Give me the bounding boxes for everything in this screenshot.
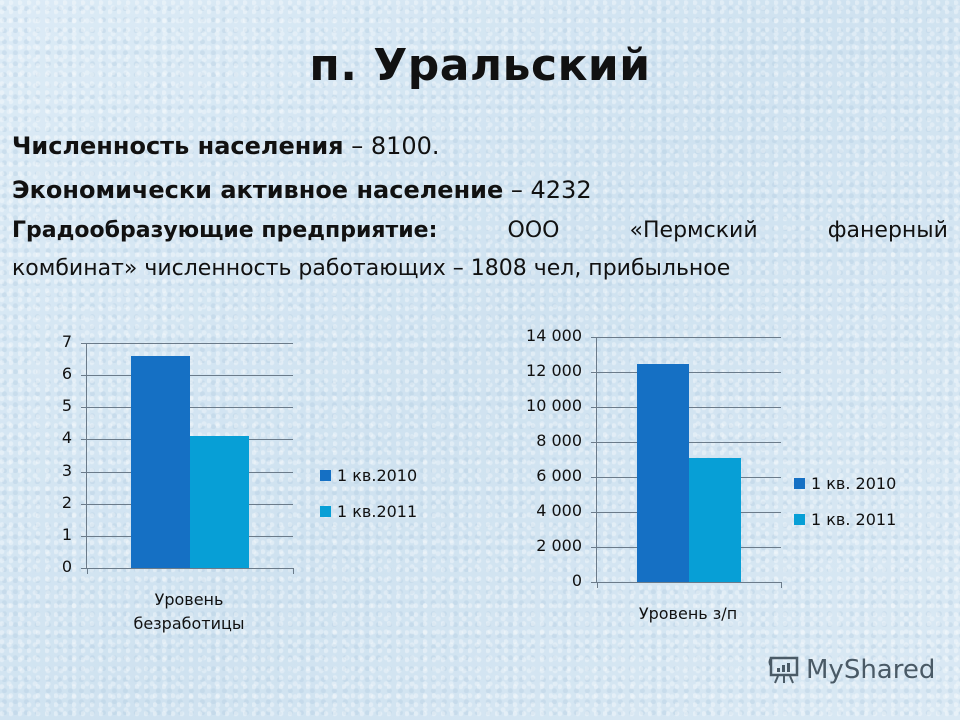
bar-2011 [190, 436, 249, 568]
category-label-line: Уровень з/п [638, 604, 738, 623]
legend-swatch-icon [320, 470, 331, 481]
y-tick-label: 5 [61, 396, 72, 416]
enterprise-line: Градообразующие предприятие: ООО «Пермск… [12, 218, 948, 243]
y-tick-label: 3 [61, 460, 72, 480]
population-label: Численность населения [12, 132, 344, 160]
category-label: Уровень з/п [596, 602, 780, 626]
active-population-label: Экономически активное население [12, 176, 504, 204]
enterprise-word: ООО [507, 218, 560, 243]
y-tick-label: 4 000 [536, 501, 582, 520]
category-label-line: Уровень [154, 590, 224, 609]
legend-swatch-icon [320, 506, 331, 517]
legend-label: 1 кв. 2010 [811, 474, 897, 493]
plot-area [81, 343, 294, 574]
enterprise-label: Градообразующие предприятие: [12, 218, 438, 243]
legend-label: 1 кв. 2011 [811, 510, 897, 529]
bar-2010 [131, 355, 190, 568]
y-tick-label: 7 [61, 332, 72, 351]
enterprise-word: фанерный [827, 218, 948, 243]
legend-swatch-icon [794, 478, 805, 489]
population-value: – 8100. [343, 132, 440, 160]
presentation-board-icon [768, 656, 799, 684]
y-tick-label: 0 [61, 557, 72, 576]
bar-2010 [637, 364, 689, 582]
y-tick-label: 1 [61, 524, 72, 544]
x-axis-tick [597, 582, 598, 588]
bar-2011 [689, 457, 741, 582]
y-tick-label: 2 [61, 492, 72, 512]
category-label: Уровень безработицы [86, 588, 292, 636]
myshared-watermark: MyShared [768, 655, 935, 685]
legend-item: 1 кв. 2011 [794, 510, 896, 529]
legend-item: 1 кв.2011 [320, 502, 417, 521]
active-population-value: – 4232 [503, 176, 592, 204]
legend-label: 1 кв.2010 [337, 466, 418, 485]
y-tick-label: 6 [61, 364, 72, 384]
y-tick-label: 10 000 [526, 396, 582, 415]
y-tick-label: 2 000 [536, 536, 582, 555]
gridline [591, 582, 781, 583]
legend-swatch-icon [794, 514, 805, 525]
plot-area [591, 337, 782, 588]
gridline [591, 337, 781, 338]
watermark-text: MyShared [806, 655, 936, 685]
x-axis-tick [781, 582, 782, 588]
legend-item: 1 кв.2010 [320, 466, 417, 485]
y-tick-label: 6 000 [536, 466, 582, 485]
y-tick-label: 4 [61, 428, 72, 448]
y-tick-label: 8 000 [536, 431, 582, 450]
y-tick-label: 0 [571, 571, 582, 590]
x-axis-tick [293, 568, 294, 574]
x-axis-tick [87, 568, 88, 574]
legend-item: 1 кв. 2010 [794, 474, 896, 493]
page-title: п. Уральский [309, 40, 651, 91]
y-tick-label: 14 000 [526, 326, 582, 345]
y-tick-label: 12 000 [526, 361, 582, 380]
enterprise-line-2: комбинат» численность работающих – 1808 … [12, 256, 731, 281]
enterprise-word: «Пермский [629, 218, 758, 243]
active-population-line: Экономически активное население – 4232 [12, 176, 592, 204]
gridline [81, 568, 293, 569]
category-label-line: безработицы [133, 614, 245, 633]
legend-label: 1 кв.2011 [337, 502, 418, 521]
population-line: Численность населения – 8100. [12, 132, 440, 160]
gridline [81, 343, 293, 344]
